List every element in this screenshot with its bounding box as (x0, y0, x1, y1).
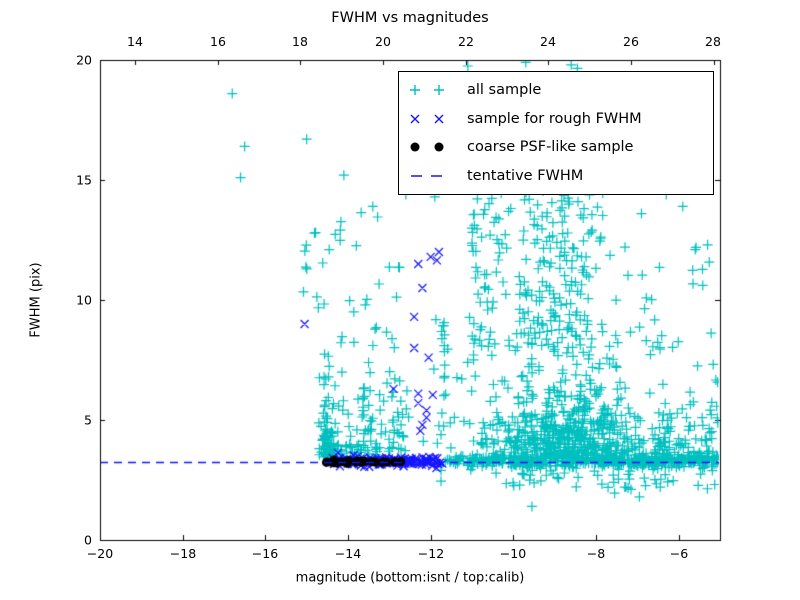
dot-marker-icon (410, 142, 444, 152)
x-top-tick-label: 18 (292, 34, 308, 49)
y-tick-label: 20 (76, 52, 92, 68)
x-top-tick-label: 14 (127, 34, 143, 49)
y-tick-label: 10 (76, 292, 92, 308)
x-bottom-tick-label: −18 (169, 546, 197, 561)
x-bottom-tick-label: −14 (334, 546, 362, 561)
x-bottom-tick-label: −16 (251, 546, 279, 561)
x-top-tick-label: 26 (623, 34, 639, 49)
x-top-tick-label: 28 (705, 34, 721, 49)
legend-label: coarse PSF-like sample (467, 139, 634, 156)
x-top-tick-label: 16 (210, 34, 226, 49)
x-bottom-tick-label: −8 (586, 546, 606, 561)
legend-entry-tentative-fwhm: tentative FWHM (407, 163, 713, 189)
y-tick-label: 15 (76, 172, 92, 188)
y-tick-label: 5 (84, 412, 92, 428)
dashed-line-icon (411, 174, 442, 177)
x-bottom-tick-label: −20 (86, 546, 114, 561)
legend-entry-coarse-psf: coarse PSF-like sample (407, 134, 713, 160)
legend-label: tentative FWHM (467, 167, 584, 184)
legend-label: all sample (467, 82, 542, 99)
x-axis-label: magnitude (bottom:isnt / top:calib) (295, 570, 525, 586)
legend-entry-all-sample: all sample (407, 77, 713, 103)
chart-title: FWHM vs magnitudes (331, 10, 489, 26)
y-tick-label: 0 (84, 532, 92, 548)
cross-marker-icon (410, 114, 444, 124)
x-top-tick-label: 24 (540, 34, 556, 49)
x-top-tick-label: 20 (375, 34, 391, 49)
x-top-tick-label: 22 (458, 34, 474, 49)
x-bottom-tick-label: −12 (417, 546, 445, 561)
plus-marker-icon (410, 85, 444, 96)
x-bottom-tick-label: −10 (499, 546, 527, 561)
legend-label: sample for rough FWHM (467, 110, 642, 127)
x-bottom-tick-label: −6 (669, 546, 689, 561)
y-axis-label: FWHM (pix) (28, 262, 44, 338)
legend: all sample sample for rough FWHM coarse … (398, 71, 714, 195)
legend-entry-rough-fwhm: sample for rough FWHM (407, 106, 713, 132)
